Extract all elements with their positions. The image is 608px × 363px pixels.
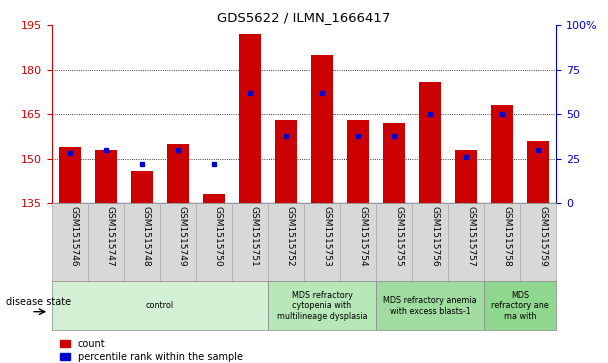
Bar — [412, 203, 448, 281]
Bar — [528, 141, 549, 203]
Bar — [167, 144, 188, 203]
Bar — [383, 123, 405, 203]
Text: control: control — [146, 301, 174, 310]
Bar — [304, 203, 340, 281]
Bar — [203, 195, 225, 203]
Text: GSM1515750: GSM1515750 — [214, 205, 223, 266]
Bar — [275, 120, 297, 203]
Title: GDS5622 / ILMN_1666417: GDS5622 / ILMN_1666417 — [217, 11, 391, 24]
Bar — [59, 147, 80, 203]
Text: GSM1515749: GSM1515749 — [178, 205, 187, 266]
Text: GSM1515746: GSM1515746 — [70, 205, 78, 266]
Text: GSM1515755: GSM1515755 — [394, 205, 403, 266]
Bar — [420, 82, 441, 203]
Bar — [268, 281, 376, 330]
Bar — [311, 55, 333, 203]
Bar — [484, 203, 520, 281]
Text: GSM1515756: GSM1515756 — [430, 205, 439, 266]
Bar — [160, 203, 196, 281]
Bar — [448, 203, 484, 281]
Bar — [455, 150, 477, 203]
Text: GSM1515751: GSM1515751 — [250, 205, 259, 266]
Bar — [268, 203, 304, 281]
Legend: count, percentile rank within the sample: count, percentile rank within the sample — [57, 335, 247, 363]
Text: MDS
refractory ane
ma with: MDS refractory ane ma with — [491, 291, 549, 321]
Bar — [491, 105, 513, 203]
Bar — [340, 203, 376, 281]
Text: GSM1515747: GSM1515747 — [106, 205, 115, 266]
Text: MDS refractory
cytopenia with
multilineage dysplasia: MDS refractory cytopenia with multilinea… — [277, 291, 367, 321]
Text: GSM1515758: GSM1515758 — [502, 205, 511, 266]
Bar — [347, 120, 369, 203]
Text: GSM1515753: GSM1515753 — [322, 205, 331, 266]
Text: disease state: disease state — [6, 297, 71, 307]
Bar — [95, 150, 117, 203]
Text: GSM1515759: GSM1515759 — [538, 205, 547, 266]
Text: GSM1515754: GSM1515754 — [358, 205, 367, 266]
Bar — [484, 281, 556, 330]
Text: GSM1515748: GSM1515748 — [142, 205, 151, 266]
Bar — [376, 203, 412, 281]
Text: GSM1515757: GSM1515757 — [466, 205, 475, 266]
Bar — [196, 203, 232, 281]
Bar — [88, 203, 124, 281]
Text: GSM1515752: GSM1515752 — [286, 205, 295, 266]
Bar — [232, 203, 268, 281]
Text: MDS refractory anemia
with excess blasts-1: MDS refractory anemia with excess blasts… — [384, 296, 477, 315]
Bar — [376, 281, 484, 330]
Bar — [52, 203, 88, 281]
Bar — [124, 203, 160, 281]
Bar — [131, 171, 153, 203]
Bar — [52, 281, 268, 330]
Bar — [239, 34, 261, 203]
Bar — [520, 203, 556, 281]
